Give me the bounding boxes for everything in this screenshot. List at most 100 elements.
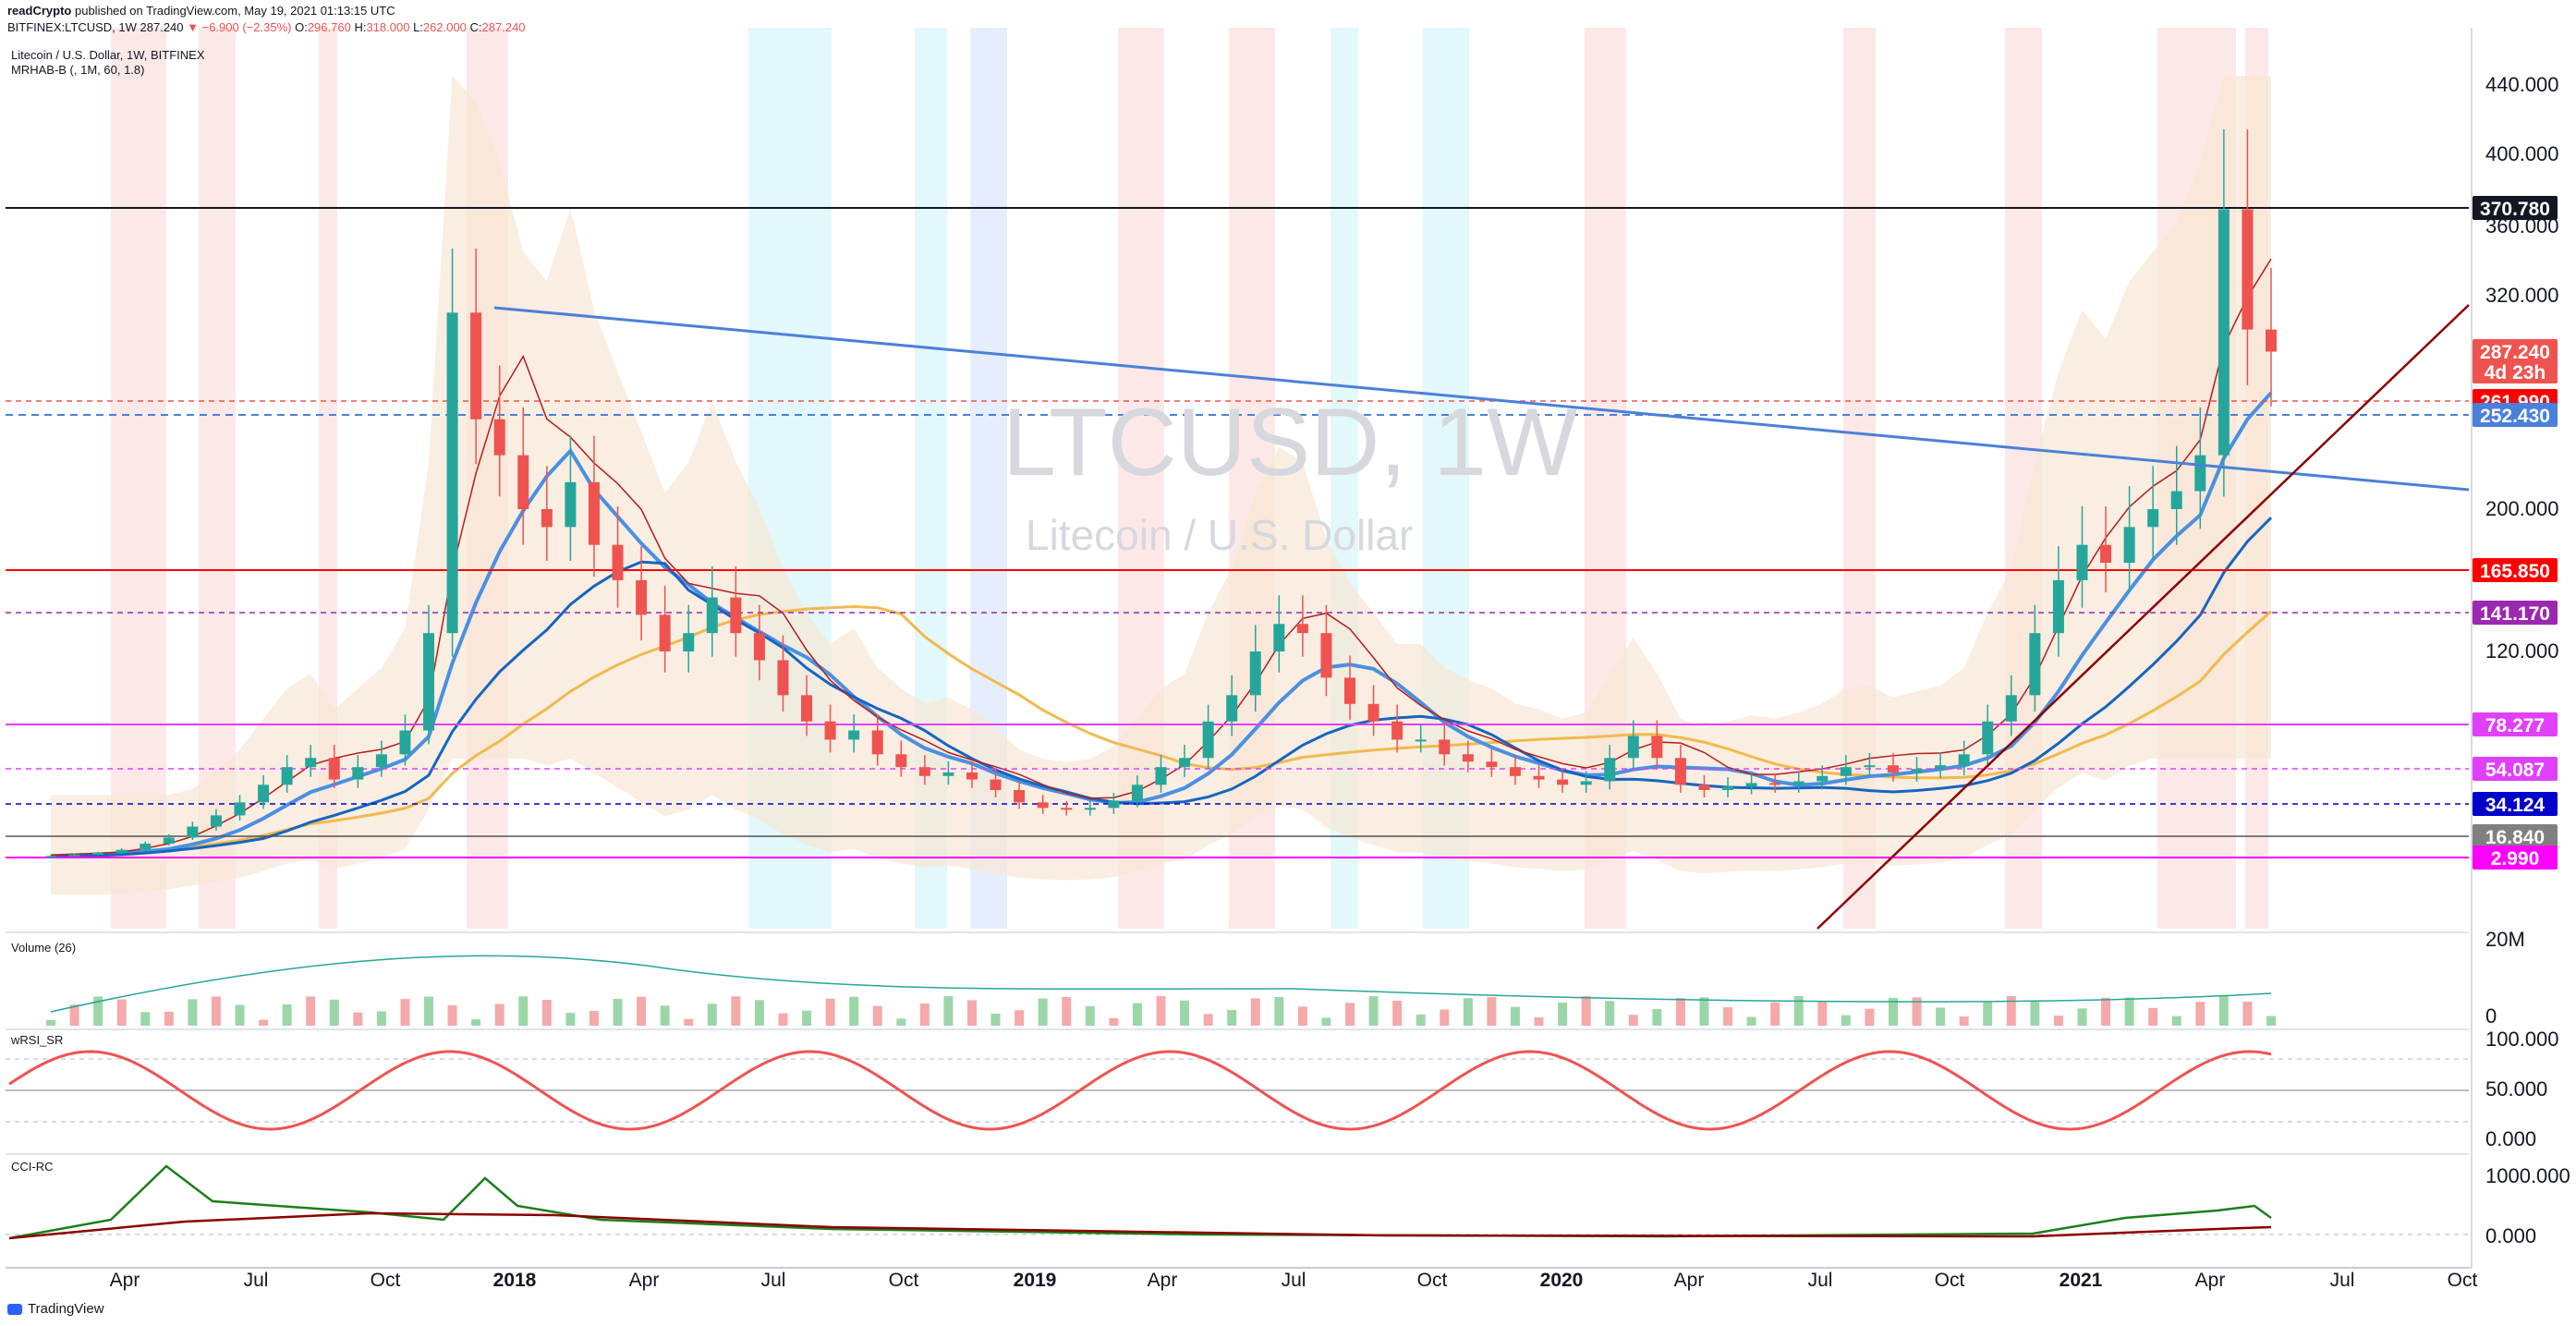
candle-body <box>777 660 789 696</box>
candle-body <box>92 853 104 856</box>
time-tick-label: Oct <box>889 1270 919 1291</box>
candle-body <box>848 730 860 740</box>
wrsi-pane-title[interactable]: wRSI_SR <box>11 1033 64 1047</box>
candle-body <box>1391 721 1403 740</box>
volume-bar <box>188 999 198 1026</box>
volume-bar <box>2218 996 2229 1026</box>
volume-bar <box>849 996 859 1026</box>
candle-body <box>1604 758 1616 782</box>
last-price: 287.240 <box>140 20 184 34</box>
candle-body <box>966 772 978 780</box>
time-tick-label: Oct <box>2448 1270 2478 1291</box>
volume-ma-line <box>50 955 2272 1013</box>
time-tick-label: Jul <box>2330 1270 2355 1291</box>
candle-body <box>1155 767 1167 785</box>
cci-pane-title[interactable]: CCI-RC <box>11 1160 54 1174</box>
candle-body <box>1439 739 1451 755</box>
volume-bar <box>471 1019 481 1026</box>
volume-bar <box>825 998 835 1026</box>
legend-title[interactable]: Litecoin / U.S. Dollar, 1W, BITFINEX <box>11 48 205 62</box>
volume-bar <box>1487 997 1497 1026</box>
volume-bar <box>1959 1016 1969 1026</box>
candle-body <box>1769 783 1781 785</box>
time-tick-label: Jul <box>761 1270 786 1291</box>
candle-body <box>612 544 624 580</box>
candle-body <box>1462 754 1474 762</box>
candle-body <box>824 721 836 740</box>
publisher-name[interactable]: readCrypto <box>7 4 72 18</box>
descending-trendline <box>493 306 2470 492</box>
publish-date: published on TradingView.com, May 19, 20… <box>74 4 395 18</box>
time-tick-label: Jul <box>1282 1270 1306 1291</box>
price-tag-label: 2.990 <box>2491 848 2540 870</box>
high-label: H: <box>354 20 367 34</box>
time-tick-label: Apr <box>1674 1270 1705 1291</box>
price-candles <box>45 129 2277 858</box>
candle-body <box>1864 765 1876 768</box>
price-tag-box <box>2473 339 2558 383</box>
ichimoku-cloud <box>51 76 2271 894</box>
volume-bar <box>990 1013 1001 1026</box>
volume-bar <box>872 1005 882 1026</box>
pane-tick-label: 20M <box>2485 928 2525 951</box>
pane-tick-label: 0 <box>2485 1004 2497 1028</box>
candle-body <box>446 312 458 634</box>
volume-bar <box>2171 1016 2181 1026</box>
candle-body <box>918 767 930 776</box>
candle-body <box>281 767 293 785</box>
candle-body <box>470 312 482 420</box>
volume-bar <box>1440 1009 1450 1026</box>
candle-body <box>68 854 80 857</box>
pane-tick-label: 1000.000 <box>2485 1164 2570 1187</box>
candle-body <box>1344 677 1356 704</box>
volume-bar <box>1675 997 1685 1026</box>
candle-body <box>659 614 671 651</box>
legend-indicator[interactable]: MRHAB-B (, 1M, 60, 1.8) <box>11 63 145 77</box>
price-tag-box <box>2473 845 2558 870</box>
candle-body <box>1674 758 1686 785</box>
time-axis[interactable]: Apr Jul Oct 2018 Apr Jul Oct 2019 Apr Jul Oct 2020 A… <box>6 1267 2478 1291</box>
volume-bar <box>684 1018 694 1026</box>
volume-bar <box>613 998 623 1026</box>
price-axis[interactable]: 440.000400.000360.000320.000200.000120.0… <box>2485 73 2570 1247</box>
candle-body <box>706 597 718 634</box>
price-tag-label: 16.840 <box>2485 827 2545 848</box>
volume-bar <box>259 1019 269 1026</box>
candle-body <box>1557 779 1569 785</box>
volume-pane-title[interactable]: Volume (26) <box>11 941 77 955</box>
tradingview-footer[interactable]: TradingView <box>7 1301 104 1317</box>
pane-tick-label: 0.000 <box>2485 1127 2536 1150</box>
ohlc-line: BITFINEX:LTCUSD, 1W 287.240 ▼ −6.900 (−2… <box>7 20 526 34</box>
volume-bar <box>2242 1002 2253 1026</box>
volume-bar <box>1912 997 1922 1026</box>
candle-body <box>1486 761 1498 768</box>
pane-tick-label: 100.000 <box>2485 1028 2559 1051</box>
volume-bar <box>943 996 954 1026</box>
time-tick-label: 2019 <box>1014 1270 1057 1291</box>
volume-bar <box>1723 1007 1733 1026</box>
wrsi-line <box>8 1050 2272 1131</box>
candle-body <box>2170 491 2182 509</box>
volume-bar <box>329 999 339 1026</box>
candle-body <box>163 837 175 845</box>
volume-bar <box>1345 1003 1355 1026</box>
candle-body <box>1651 736 1663 759</box>
publish-info: readCrypto published on TradingView.com,… <box>7 4 395 18</box>
price-tag-box <box>2473 757 2558 781</box>
volume-bar <box>1817 1001 1828 1026</box>
signal-band <box>111 28 166 929</box>
volume-bar <box>1652 1009 1662 1026</box>
price-tag-label: 287.240 <box>2480 342 2550 363</box>
volume-bar <box>1793 996 1804 1026</box>
volume-bar <box>1841 1015 1851 1026</box>
volume-bar <box>1534 1016 1544 1026</box>
volume-bar <box>1510 1006 1520 1026</box>
volume-bar <box>1109 1017 1119 1026</box>
candle-body <box>2194 455 2206 492</box>
volume-bar <box>494 1004 504 1026</box>
time-tick-label: 2020 <box>1540 1270 1584 1291</box>
volume-bar <box>637 996 647 1026</box>
volume-bar <box>660 1005 670 1026</box>
candle-body <box>45 856 56 858</box>
